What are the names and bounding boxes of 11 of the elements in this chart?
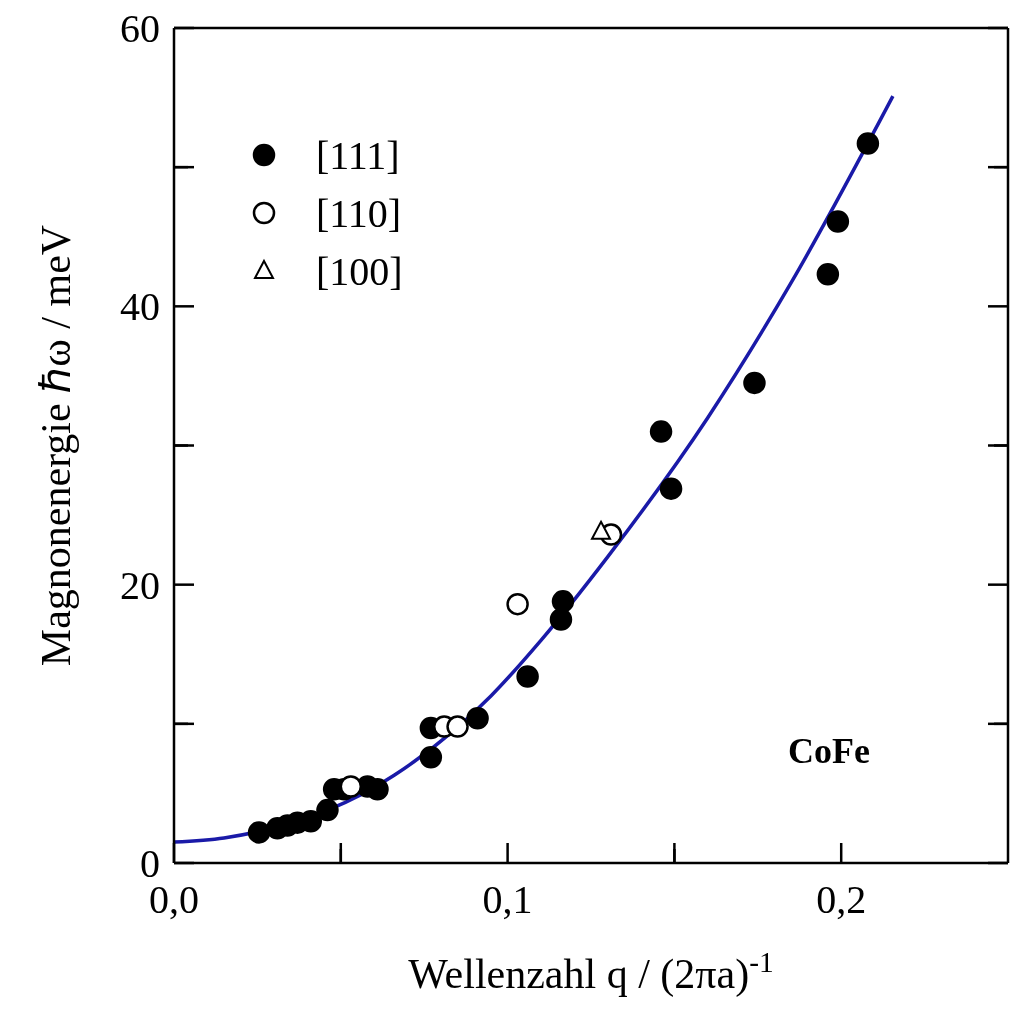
legend-label: [111] [316,131,400,179]
x-tick-label: 0,1 [482,877,533,922]
y-tick-label: 60 [120,6,160,51]
x-tick-label: 0,2 [816,877,867,922]
x-axis-title: Wellenzahl q / (2πa)$^{-1}$ [408,946,774,998]
y-tick-label: 40 [120,284,160,330]
legend-label: [100] [316,247,403,295]
y-tick-label: 20 [120,562,160,608]
annotation: CoFe [788,730,870,772]
y-axis-title: Magnonenergie ℏω / meV [33,224,79,667]
legend-label: [110] [316,189,402,237]
